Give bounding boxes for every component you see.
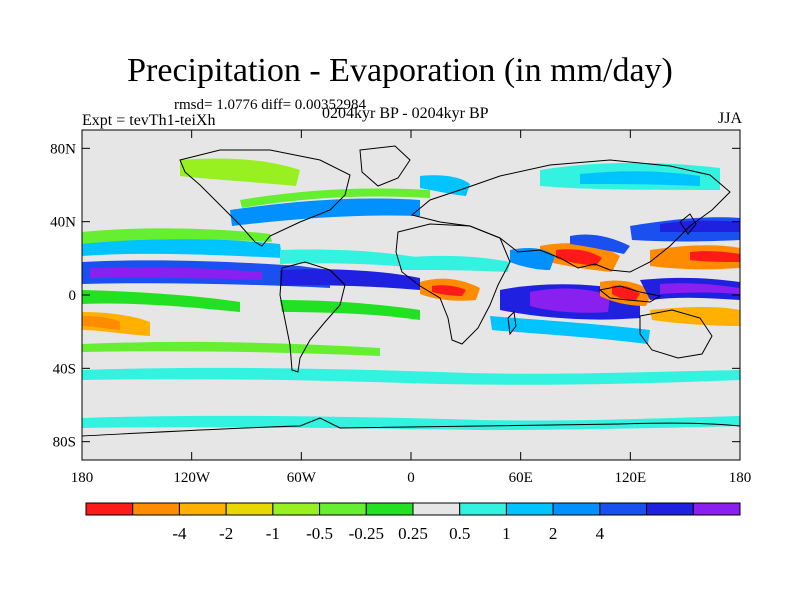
colorbar-swatch [225, 502, 274, 516]
colorbar-label: -0.5 [306, 524, 333, 543]
colorbar-swatch [646, 502, 694, 516]
x-tick-label: 180 [71, 470, 94, 486]
experiment-label: Expt = tevTh1-teiXh [82, 112, 216, 129]
colorbar-label: 0.5 [449, 524, 470, 543]
southern-ocean-cyan [82, 367, 740, 385]
west-africa-dry-core [432, 285, 466, 296]
colorbar-swatch [178, 502, 227, 516]
southern-ocean-green [82, 341, 380, 356]
siberia-blue [580, 171, 700, 186]
indonesia-coast [598, 285, 662, 303]
colorbar-swatch [552, 502, 601, 516]
north-atlantic-green [240, 188, 430, 208]
indian-ocean-south [490, 316, 650, 344]
maritime-dry-core [612, 285, 640, 300]
y-tick-label: 80S [53, 435, 76, 451]
antarctic-cyan [82, 415, 740, 430]
north-america-green [180, 158, 300, 186]
y-tick-label: 0 [69, 288, 77, 304]
colorbar: -4 -2 -1 -0.5 -0.25 0.25 0.5 1 2 4 [85, 502, 741, 543]
colorbar-label: 4 [596, 524, 605, 543]
colorbar-swatch [692, 502, 741, 516]
colorbar-label: 1 [502, 524, 511, 543]
x-tick-label: 120E [614, 470, 646, 486]
y-tick-label: 40S [53, 361, 76, 377]
atlantic-itcz-wet [280, 269, 420, 290]
south-atlantic-green [280, 300, 420, 320]
north-pacific-wet-band [82, 237, 282, 258]
x-tick-label: 60E [509, 470, 533, 486]
south-pacific-green [82, 290, 240, 312]
colorbar-swatch [459, 502, 507, 516]
colorbar-label: -2 [219, 524, 233, 543]
south-asia-dry-core [556, 249, 602, 266]
y-tick-label: 80N [50, 141, 76, 157]
north-pacific-green [82, 228, 272, 244]
x-tick-label: 120W [173, 470, 211, 486]
rmsd-stats: rmsd= 1.0776 diff= 0.00352984 [174, 97, 367, 113]
antarctica-coast [82, 417, 740, 437]
colorbar-label: 0.25 [398, 524, 428, 543]
precip-evap-field [82, 158, 740, 430]
y-tick-label: 40N [50, 215, 76, 231]
y-axis-ticks: 80N 40N 0 40S 80S [50, 141, 740, 451]
sahel-wet [400, 255, 510, 272]
colorbar-swatch [505, 502, 554, 516]
map-panel [82, 130, 740, 460]
colorbar-swatch [85, 502, 134, 516]
south-america-coast [279, 261, 346, 373]
pacific-itcz-core [90, 267, 262, 280]
colorbar-swatch [599, 502, 648, 516]
colorbar-swatch [412, 502, 461, 516]
north-pacific-wet-core [660, 220, 740, 232]
period-label: 0204kyr BP - 0204kyr BP [322, 105, 489, 122]
plot-title: Precipitation - Evaporation (in mm/day) [127, 52, 673, 89]
madagascar-coast [507, 310, 517, 336]
colorbar-swatch [319, 502, 367, 516]
australia-coast [639, 309, 713, 359]
colorbar-label: -0.25 [349, 524, 384, 543]
season-label: JJA [717, 110, 742, 127]
x-tick-label: 60W [287, 470, 317, 486]
west-pacific-core [660, 283, 740, 294]
greenland-coast [359, 145, 411, 187]
x-axis-ticks: 180 120W 60W 0 60E 120E 180 [71, 130, 752, 486]
colorbar-label: 2 [549, 524, 558, 543]
colorbar-label: -1 [266, 524, 280, 543]
japan-coast [679, 213, 697, 235]
arabian-wet [510, 248, 555, 270]
bay-of-bengal-wet [570, 234, 630, 254]
colorbar-swatch [272, 502, 321, 516]
x-tick-label: 180 [729, 470, 752, 486]
indian-ocean-core [530, 288, 610, 313]
coastlines [82, 145, 740, 437]
x-tick-label: 0 [407, 470, 415, 486]
north-america-coast [179, 149, 351, 247]
northwest-pacific-dry-core [690, 251, 740, 262]
south-pacific-dry-core [82, 316, 120, 330]
colorbar-label: -4 [172, 524, 187, 543]
colorbar-swatch [132, 502, 180, 516]
colorbar-swatch [365, 502, 414, 516]
eurasia-coast [410, 159, 731, 273]
